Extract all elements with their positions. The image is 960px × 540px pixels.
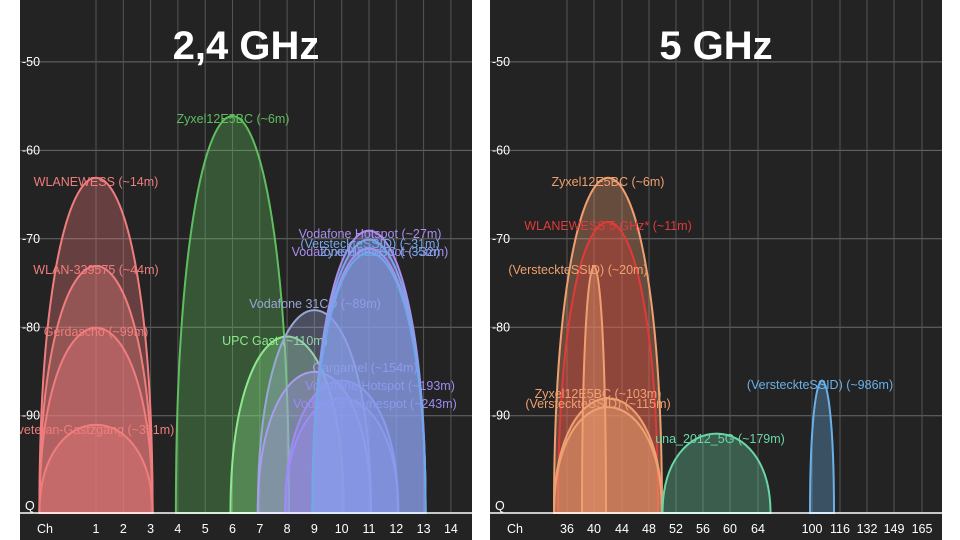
signal-label: Zyxel12E5BC (~6m)	[177, 112, 290, 126]
signal-curve	[580, 265, 608, 514]
x-tick-label: 100	[802, 522, 823, 536]
y-tick-label: -90	[492, 409, 510, 423]
y-tick-label: -80	[22, 320, 40, 334]
x-tick-label: 36	[560, 522, 574, 536]
x-tick-label: 52	[669, 522, 683, 536]
y-tick-label: -50	[492, 55, 510, 69]
signal-curve	[174, 115, 291, 514]
x-tick-label: 10	[335, 522, 349, 536]
x-tick-label: 44	[615, 522, 629, 536]
x-tick-label: 5	[202, 522, 209, 536]
signal-label: WLANEWESS (~14m)	[34, 175, 159, 189]
signal-label: WLANEWESS 5 GHz* (~11m)	[524, 219, 692, 233]
y-tick-label: -60	[492, 143, 510, 157]
signal-label: Vodafone Hotspot (~193m)	[305, 379, 455, 393]
signal-label: una_2012_5G (~179m)	[655, 432, 785, 446]
y-tick-label: -80	[492, 320, 510, 334]
y-tick-label: -70	[22, 232, 40, 246]
x-tick-label: 13	[417, 522, 431, 536]
y-axis-label: Q	[495, 499, 505, 513]
x-tick-label: 165	[912, 522, 933, 536]
y-tick-label: -90	[22, 409, 40, 423]
signal-label: (VersteckteSSID) (~115m)	[525, 397, 670, 411]
signal-label: Vodafone 31CD (~89m)	[249, 297, 381, 311]
x-tick-label: 116	[830, 522, 850, 536]
x-tick-label: 2	[120, 522, 127, 536]
signal-curve	[38, 424, 154, 514]
signal-label: Zyxel12E5BC (~6m)	[552, 175, 665, 189]
signal-label: (VersteckteSSID) (~31m)	[300, 237, 439, 251]
signal-label: (VersteckteSSID) (~20m)	[508, 263, 647, 277]
x-tick-label: 7	[256, 522, 263, 536]
signal-label: Vodafone Homespot (~243m)	[293, 397, 457, 411]
signal-label: Gerdascho (~99m)	[44, 325, 149, 339]
signal-label: Vodafone Hotspot (~27m)	[299, 227, 442, 241]
x-tick-label: 8	[284, 522, 291, 536]
x-tick-label: 60	[723, 522, 737, 536]
x-tick-label: 56	[696, 522, 710, 536]
x-tick-label: 11	[363, 522, 376, 536]
x-tick-label: 48	[642, 522, 656, 536]
x-tick-label: 40	[587, 522, 601, 536]
x-tick-label: 4	[174, 522, 181, 536]
x-tick-label: 64	[751, 522, 765, 536]
signal-label: veteran-Gastzgang (~351m)	[20, 423, 174, 437]
x-tick-label: 9	[311, 522, 318, 536]
signal-curve	[311, 252, 427, 514]
signal-label: UPC Gast (~110m)	[222, 334, 328, 348]
y-tick-label: -70	[492, 232, 510, 246]
chart-panel-5ghz: -50 -60 -70 -80 -90 Zyxel12E5BC (~6m) WLANEWES…	[490, 0, 942, 540]
signal-label: Zyxel12E5BC (~103m)	[535, 387, 662, 401]
signal-curve	[808, 379, 836, 514]
y-tick-label: -50	[22, 55, 40, 69]
y-tick-label: -60	[22, 143, 40, 157]
x-tick-label: 1	[93, 522, 100, 536]
chart-2-4ghz: -50 -60 -70 -80 -90 WLANEWESS (~14m) WLAN-3395…	[20, 0, 472, 536]
chart-panel-2-4ghz: -50 -60 -70 -80 -90 WLANEWESS (~14m) WLAN-3395…	[20, 0, 472, 540]
signal-label: WLAN-339575 (~44m)	[33, 263, 158, 277]
chart-title-5ghz: 5 GHz	[659, 24, 773, 68]
chart-title-2-4ghz: 2,4 GHz	[172, 24, 320, 68]
signal-label: (VersteckteSSID) (~986m)	[747, 378, 893, 392]
x-tick-label: 3	[147, 522, 154, 536]
signal-label: Gargamel (~154m)	[312, 361, 417, 375]
x-axis-label: Ch	[507, 522, 523, 536]
x-tick-label: 149	[884, 522, 905, 536]
signal-curve	[661, 432, 772, 514]
y-axis-label: Q	[25, 499, 35, 513]
signal-curve	[38, 176, 154, 514]
signal-curve	[38, 327, 154, 514]
chart-5ghz: -50 -60 -70 -80 -90 Zyxel12E5BC (~6m) WLANEWES…	[490, 0, 942, 536]
x-tick-label: 12	[389, 522, 403, 536]
signal-curve	[552, 406, 664, 514]
x-tick-label: 6	[229, 522, 236, 536]
x-axis-label: Ch	[37, 522, 53, 536]
x-tick-label: 132	[857, 522, 878, 536]
x-tick-label: 14	[444, 522, 458, 536]
signal-label: Zyxel12E5BC (~35m)	[320, 245, 440, 259]
signal-curve	[38, 264, 154, 514]
